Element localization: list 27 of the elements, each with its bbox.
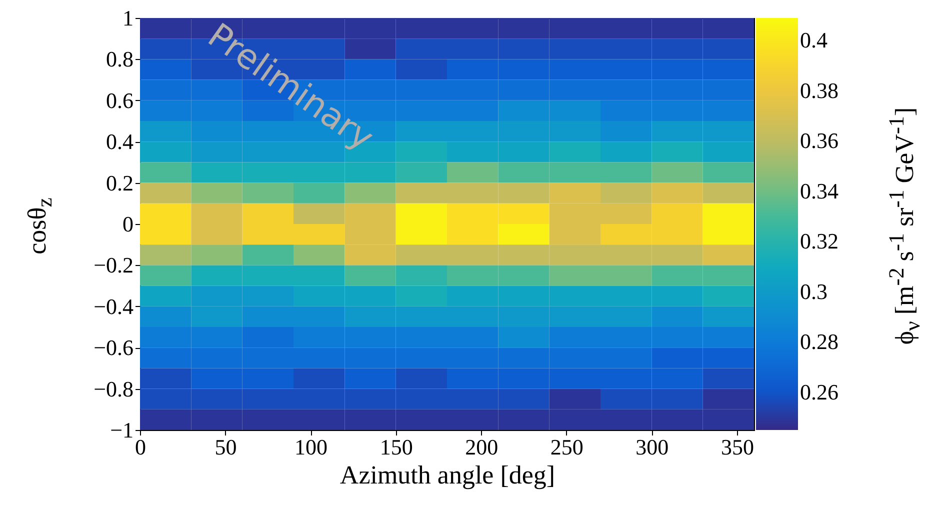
y-tick-label: 0.6 — [106, 88, 134, 113]
x-tick-label: 250 — [550, 434, 584, 460]
color-bar-label: 0.32 — [800, 228, 838, 254]
y-tick-label: 1 — [122, 6, 134, 30]
x-tick-label: 100 — [294, 434, 328, 460]
x-axis-title: Azimuth angle [deg] — [340, 460, 556, 490]
color-bar-label: 0.26 — [800, 379, 838, 404]
y-tick-label: 0.2 — [106, 170, 134, 196]
y-tick-label: −0.8 — [94, 376, 134, 402]
y-tick-label: 0 — [122, 212, 134, 236]
color-bar-label: 0.28 — [800, 329, 838, 354]
y-tick-label: −0.6 — [94, 335, 134, 360]
y-tick-label: −0.2 — [94, 252, 134, 278]
color-bar-label: 0.34 — [800, 178, 838, 204]
y-tick-label: 0.8 — [106, 46, 134, 72]
y-tick-label: −1 — [110, 418, 134, 442]
x-tick-label: 50 — [214, 434, 237, 460]
color-bar-label: 0.36 — [800, 128, 838, 154]
color-bar-label: 0.38 — [800, 78, 838, 103]
x-tick-label: 350 — [720, 434, 754, 460]
x-tick-label: 300 — [636, 434, 669, 460]
y-tick-label: 0.4 — [106, 129, 134, 154]
color-bar-label: 0.4 — [800, 28, 828, 53]
y-tick-label: −0.4 — [94, 294, 134, 319]
x-tick-label: 200 — [465, 434, 498, 460]
x-tick-label: 150 — [380, 434, 413, 460]
color-bar-label: 0.3 — [800, 278, 828, 304]
